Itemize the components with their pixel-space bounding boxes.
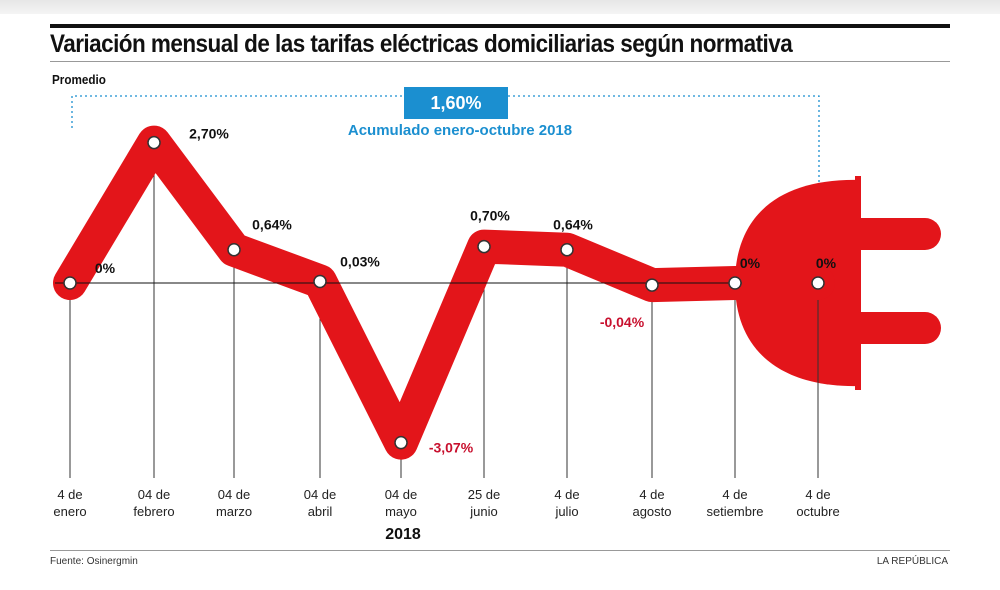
data-point <box>147 135 161 150</box>
cumulative-value-box: 1,60% <box>404 87 508 119</box>
data-label: 0,64% <box>252 217 292 233</box>
data-label: 0% <box>95 260 116 276</box>
x-tick-label: setiembre <box>706 504 763 519</box>
publisher-brand: LA REPÚBLICA <box>876 556 948 567</box>
x-tick-label: 4 de <box>722 487 747 502</box>
data-point <box>63 276 77 290</box>
data-point <box>560 242 574 257</box>
x-tick-label: 04 de <box>218 487 251 502</box>
x-tick-label: mayo <box>385 504 417 519</box>
x-tick-label: octubre <box>796 504 839 519</box>
y-axis-label: Promedio <box>52 72 106 87</box>
x-tick-label: agosto <box>632 504 671 519</box>
x-tick-label: enero <box>53 504 86 519</box>
data-point <box>227 242 241 257</box>
data-label: -0,04% <box>600 314 645 330</box>
x-tick-label: 4 de <box>554 487 579 502</box>
plug-prong-top <box>860 218 941 250</box>
data-point <box>394 435 408 450</box>
x-tick-label: 4 de <box>639 487 664 502</box>
series-line <box>53 125 835 460</box>
x-tick-label: 25 de <box>468 487 501 502</box>
data-point <box>645 278 659 292</box>
plug-prong-bottom <box>860 312 941 344</box>
x-tick-label: julio <box>554 504 578 519</box>
chart-title: Variación mensual de las tarifas eléctri… <box>50 30 793 58</box>
top-rule <box>50 24 950 28</box>
x-tick-label: 4 de <box>805 487 830 502</box>
data-label: 0% <box>740 255 761 271</box>
source-note: Fuente: Osinergmin <box>50 556 138 567</box>
data-point <box>477 239 491 254</box>
x-tick-label: 4 de <box>57 487 82 502</box>
data-point <box>811 276 825 290</box>
data-label: 2,70% <box>189 126 229 142</box>
plug-face <box>855 176 861 390</box>
x-tick-label: febrero <box>133 504 174 519</box>
x-tick-label: junio <box>469 504 497 519</box>
footer-divider <box>50 550 950 551</box>
x-tick-label: 04 de <box>385 487 418 502</box>
data-label: 0,03% <box>340 253 380 269</box>
data-point <box>728 276 742 290</box>
title-divider <box>50 61 950 62</box>
data-label: -3,07% <box>429 440 474 456</box>
top-shade <box>0 0 1000 14</box>
x-tick-label: 04 de <box>304 487 337 502</box>
x-tick-label: 04 de <box>138 487 171 502</box>
data-label: 0% <box>816 255 837 271</box>
x-axis-year-label: 2018 <box>385 526 421 543</box>
x-tick-label: abril <box>308 504 333 519</box>
x-tick-label: marzo <box>216 504 252 519</box>
data-label: 0,64% <box>553 217 593 233</box>
cumulative-label: Acumulado enero-octubre 2018 <box>347 122 573 139</box>
data-point <box>313 274 327 289</box>
data-label: 0,70% <box>470 208 510 224</box>
